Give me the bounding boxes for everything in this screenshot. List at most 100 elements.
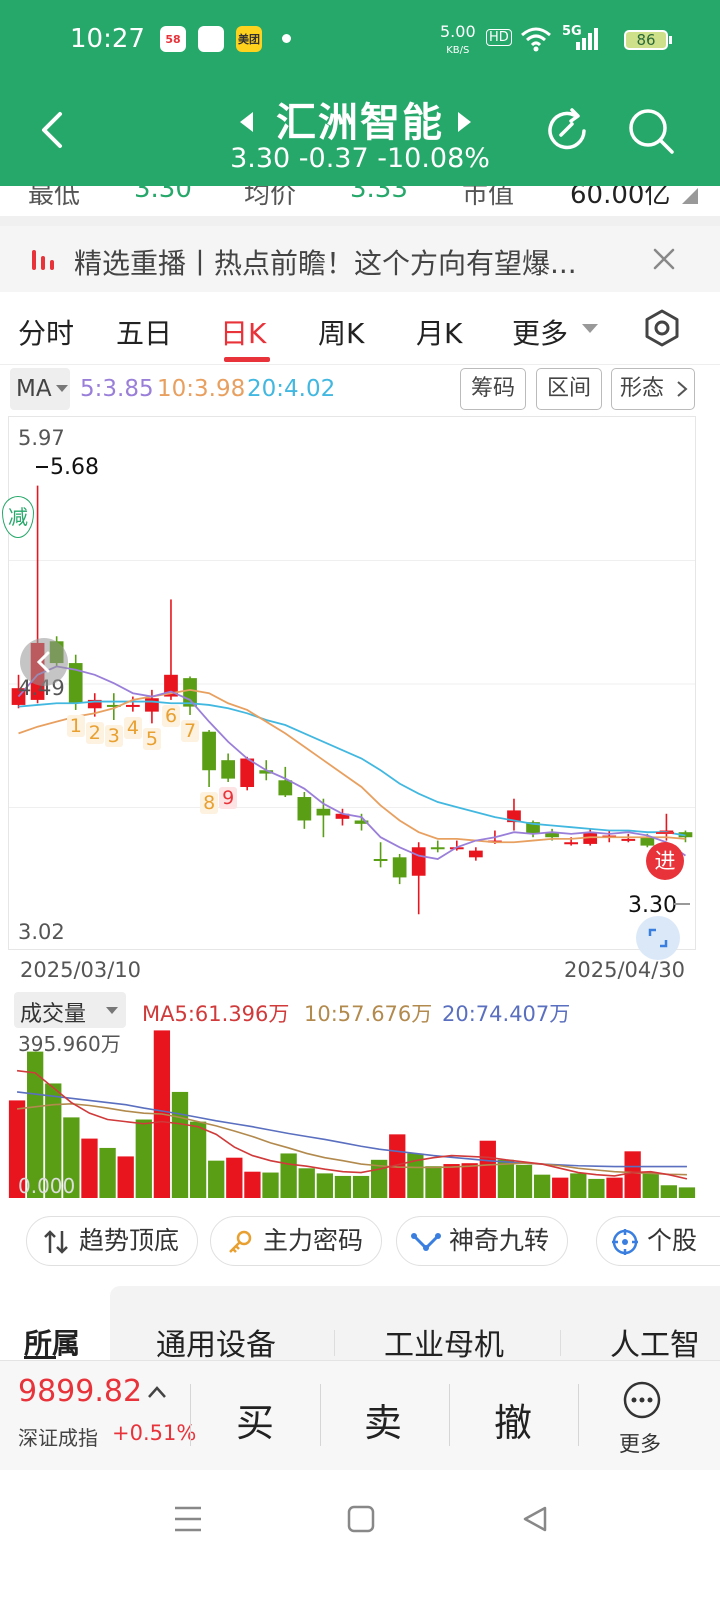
app-header: 10:27 58 美团 5.00 KB/S HD 5G 86 汇洲智能 3.30… bbox=[0, 0, 720, 186]
buy-button[interactable]: 买 bbox=[236, 1401, 275, 1445]
tab-monthly-k[interactable]: 月K bbox=[416, 317, 463, 350]
high-price-label: 5.68 bbox=[50, 455, 99, 480]
stats-strip: 最低 3.30 均价 3.33 市值 60.00亿 bbox=[0, 186, 720, 216]
volume-svg bbox=[8, 1030, 696, 1198]
volume-ma10-line bbox=[16, 1103, 687, 1176]
industry-tab-machine-tools[interactable]: 工业母机 bbox=[384, 1328, 504, 1363]
refresh-icon[interactable] bbox=[544, 108, 590, 154]
tab-daily-k[interactable]: 日K bbox=[220, 317, 267, 350]
prev-stock-icon[interactable] bbox=[240, 112, 253, 132]
home-icon[interactable] bbox=[346, 1504, 376, 1534]
tab-intraday[interactable]: 分时 bbox=[18, 317, 75, 350]
divider bbox=[578, 1384, 579, 1446]
kline-svg bbox=[9, 485, 695, 915]
volume-selector[interactable]: 成交量 bbox=[14, 992, 126, 1028]
tab-more[interactable]: 更多 bbox=[512, 317, 569, 350]
volume-bar bbox=[334, 1175, 352, 1198]
ma-selector[interactable]: MA bbox=[10, 368, 70, 410]
replay-banner[interactable]: 精选重播丨热点前瞻！这个方向有望爆... bbox=[0, 226, 720, 292]
corner-triangle-icon[interactable] bbox=[682, 188, 698, 204]
volume-bar bbox=[99, 1147, 116, 1198]
fullscreen-button[interactable] bbox=[636, 916, 680, 960]
banner-text: 精选重播丨热点前瞻！这个方向有望爆... bbox=[74, 247, 577, 280]
nine-turn-label: 1 bbox=[66, 714, 85, 737]
battery-tip bbox=[669, 36, 672, 44]
close-icon[interactable] bbox=[652, 247, 676, 271]
price-axis-top: 5.97 bbox=[18, 426, 65, 450]
candle-body bbox=[469, 850, 483, 858]
pattern-button-label: 形态 bbox=[620, 376, 665, 401]
tool-label: 主力密码 bbox=[263, 1226, 364, 1255]
index-value[interactable]: 9899.82 bbox=[18, 1374, 143, 1409]
tab-weekly-k[interactable]: 周K bbox=[318, 317, 365, 350]
cancel-order-button[interactable]: 撤 bbox=[494, 1401, 533, 1445]
divider bbox=[190, 1384, 191, 1446]
scroll-left-button[interactable] bbox=[20, 638, 68, 686]
date-end: 2025/04/30 bbox=[564, 958, 686, 982]
chevron-right-icon bbox=[677, 381, 688, 397]
settings-icon[interactable] bbox=[642, 308, 682, 348]
nine-turn-label: 6 bbox=[161, 704, 181, 727]
volume-bar bbox=[244, 1171, 261, 1198]
stat-cap-label: 市值 bbox=[462, 186, 515, 210]
next-stock-icon[interactable] bbox=[458, 112, 471, 132]
menu-icon[interactable] bbox=[172, 1504, 204, 1534]
chevron-down-icon[interactable] bbox=[582, 324, 598, 333]
industry-tab-ai[interactable]: 人工智 bbox=[610, 1328, 700, 1363]
volume-bar bbox=[316, 1173, 333, 1198]
back-icon[interactable] bbox=[520, 1504, 550, 1534]
stock-name: 汇洲智能 bbox=[276, 100, 444, 146]
stock-target-icon bbox=[612, 1229, 638, 1255]
chevron-up-icon[interactable] bbox=[146, 1384, 168, 1400]
chips-button[interactable]: 筹码 bbox=[460, 368, 526, 410]
volume-bar bbox=[678, 1187, 696, 1198]
volume-ma20-line bbox=[16, 1091, 687, 1168]
main-force-code-button[interactable]: 主力密码 bbox=[210, 1216, 382, 1266]
volume-bar bbox=[27, 1051, 44, 1198]
hd-badge: HD bbox=[486, 29, 512, 46]
tab-five-day[interactable]: 五日 bbox=[116, 317, 173, 350]
kline-chart[interactable] bbox=[8, 416, 696, 950]
pattern-button[interactable]: 形态 bbox=[611, 368, 695, 410]
volume-bar bbox=[280, 1153, 297, 1198]
volume-bar bbox=[226, 1157, 243, 1198]
industry-tab-bar bbox=[110, 1286, 720, 1360]
notification-dot-icon bbox=[282, 34, 291, 43]
volume-bar bbox=[171, 1091, 189, 1198]
candle-body bbox=[621, 838, 636, 841]
range-button[interactable]: 区间 bbox=[536, 368, 602, 410]
candle-body bbox=[183, 678, 197, 707]
volume-bar bbox=[552, 1177, 569, 1198]
volume-bar bbox=[588, 1178, 605, 1198]
volume-axis-bottom: 0.000 bbox=[18, 1174, 76, 1198]
nine-turn-icon bbox=[411, 1233, 441, 1251]
status-time: 10:27 bbox=[70, 24, 145, 54]
price-axis-bottom: 3.02 bbox=[18, 920, 65, 944]
search-icon[interactable] bbox=[626, 106, 676, 156]
back-arrow-icon[interactable] bbox=[38, 110, 68, 150]
industry-tab-general-equipment[interactable]: 通用设备 bbox=[156, 1328, 276, 1363]
ma-selector-label: MA bbox=[16, 376, 52, 402]
buy-signal-badge[interactable]: 进 bbox=[646, 842, 684, 880]
sell-signal-badge[interactable]: 减 bbox=[2, 496, 34, 538]
sell-button[interactable]: 卖 bbox=[364, 1401, 403, 1445]
volume-chart[interactable] bbox=[8, 1028, 696, 1198]
last-price-marker-line bbox=[674, 903, 690, 905]
volume-bar bbox=[298, 1168, 315, 1198]
audio-bars-icon bbox=[32, 250, 54, 270]
stock-analysis-button[interactable]: 个股 bbox=[596, 1216, 720, 1266]
nine-turn-label: 7 bbox=[181, 719, 200, 742]
wifi-icon bbox=[521, 27, 551, 52]
candle-body bbox=[526, 822, 540, 834]
more-label[interactable]: 更多 bbox=[619, 1432, 661, 1456]
more-icon[interactable] bbox=[622, 1380, 662, 1420]
trend-top-bottom-button[interactable]: 趋势顶底 bbox=[26, 1216, 198, 1266]
58-app-icon: 58 bbox=[160, 26, 186, 52]
candle-body bbox=[221, 760, 235, 779]
volume-selector-label: 成交量 bbox=[20, 1002, 87, 1027]
nine-turn-button[interactable]: 神奇九转 bbox=[396, 1216, 568, 1266]
volume-bar bbox=[533, 1174, 551, 1198]
volume-bar bbox=[624, 1151, 641, 1198]
volume-bar bbox=[117, 1156, 134, 1198]
stat-low-value: 3.30 bbox=[134, 186, 192, 204]
